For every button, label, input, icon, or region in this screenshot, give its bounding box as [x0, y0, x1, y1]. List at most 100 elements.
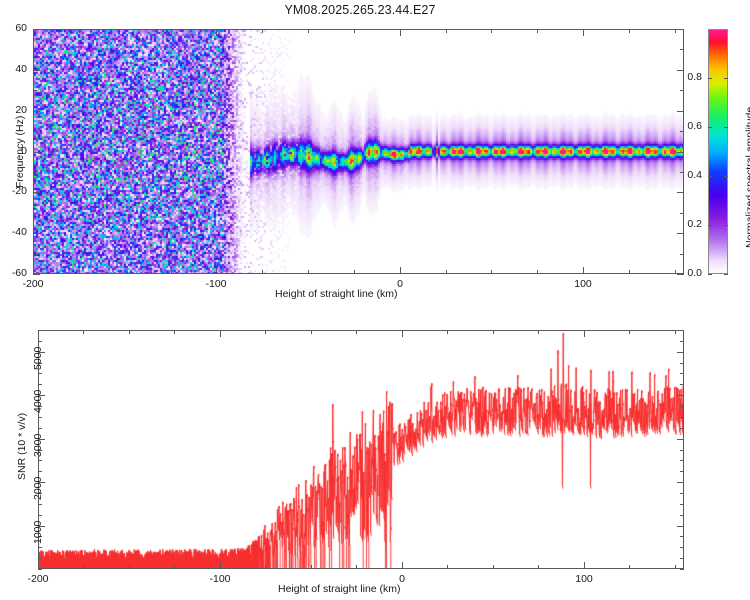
axis-tick	[33, 213, 37, 214]
axis-tick	[262, 29, 263, 33]
axis-tick-label: -40	[11, 226, 27, 238]
axis-tick	[38, 493, 42, 494]
axis-tick	[38, 482, 45, 483]
axis-tick-label: 2000	[32, 476, 44, 500]
axis-tick	[680, 569, 684, 570]
axis-tick	[83, 330, 84, 334]
axis-tick	[265, 565, 266, 569]
snr-panel	[38, 330, 684, 569]
axis-tick	[33, 29, 40, 30]
snr-trace-line	[39, 331, 683, 568]
axis-tick	[308, 270, 309, 274]
axis-tick	[677, 29, 684, 30]
axis-tick	[38, 373, 42, 374]
axis-tick	[356, 330, 357, 334]
axis-tick	[311, 330, 312, 334]
axis-tick	[33, 233, 40, 234]
axis-tick	[680, 493, 684, 494]
axis-tick	[33, 90, 37, 91]
axis-tick	[38, 569, 42, 570]
axis-tick	[680, 384, 684, 385]
axis-tick	[129, 330, 130, 334]
axis-tick-label: -200	[27, 573, 49, 585]
axis-tick	[537, 29, 538, 33]
axis-tick	[675, 565, 676, 569]
axis-tick-label: -100	[209, 573, 231, 585]
axis-tick	[174, 565, 175, 569]
axis-tick	[38, 450, 42, 451]
axis-tick	[171, 29, 172, 33]
axis-tick	[311, 565, 312, 569]
colorbar-gradient	[709, 30, 727, 273]
axis-tick	[677, 274, 684, 275]
axis-tick	[680, 417, 684, 418]
axis-tick	[33, 172, 37, 173]
axis-tick	[677, 439, 684, 440]
axis-tick	[79, 270, 80, 274]
axis-tick-label: 60	[15, 22, 27, 34]
axis-tick	[354, 270, 355, 274]
axis-tick	[583, 29, 584, 36]
axis-tick	[680, 547, 684, 548]
axis-tick	[38, 558, 42, 559]
axis-tick-label: -20	[11, 185, 27, 197]
axis-tick-label: 0.8	[687, 71, 702, 83]
axis-tick	[708, 225, 712, 226]
axis-tick	[677, 352, 684, 353]
spectrogram-y-axis-label: Frequency (Hz)	[14, 115, 26, 188]
axis-tick	[262, 270, 263, 274]
spectrogram-x-axis-label: Height of straight line (km)	[275, 288, 398, 300]
axis-tick	[493, 330, 494, 334]
axis-tick	[33, 274, 40, 275]
axis-tick	[38, 547, 42, 548]
axis-tick	[677, 192, 684, 193]
axis-tick-label: -100	[205, 278, 227, 290]
axis-tick	[38, 341, 42, 342]
axis-tick	[537, 270, 538, 274]
axis-tick-label: -200	[22, 278, 44, 290]
axis-tick	[33, 267, 34, 274]
axis-tick	[677, 111, 684, 112]
axis-tick	[629, 270, 630, 274]
axis-tick	[38, 352, 45, 353]
axis-tick	[83, 565, 84, 569]
axis-tick	[680, 471, 684, 472]
axis-tick	[38, 417, 42, 418]
axis-tick	[38, 330, 39, 337]
axis-tick-label: 40	[15, 63, 27, 75]
axis-tick	[174, 330, 175, 334]
snr-x-axis-label: Height of straight line (km)	[278, 583, 401, 595]
spectrogram-panel	[33, 29, 684, 274]
axis-tick-label: 0	[399, 573, 405, 585]
axis-tick-label: 100	[574, 278, 592, 290]
axis-tick	[724, 78, 728, 79]
axis-tick	[675, 29, 676, 33]
axis-tick	[220, 562, 221, 569]
axis-tick	[677, 395, 684, 396]
axis-tick	[680, 49, 684, 50]
axis-tick	[677, 233, 684, 234]
axis-tick-label: 0.4	[687, 169, 702, 181]
axis-tick	[538, 330, 539, 334]
axis-tick	[79, 29, 80, 33]
axis-tick	[38, 504, 42, 505]
axis-tick	[129, 565, 130, 569]
axis-tick	[33, 192, 40, 193]
colorbar-label: Normalized spectral amplitude	[744, 106, 750, 248]
axis-tick	[220, 330, 221, 337]
axis-tick	[125, 29, 126, 33]
axis-tick	[680, 90, 684, 91]
axis-tick	[38, 330, 42, 331]
spectrogram-image	[34, 30, 683, 273]
axis-tick	[446, 270, 447, 274]
axis-tick	[708, 78, 712, 79]
axis-tick	[680, 373, 684, 374]
axis-tick	[446, 29, 447, 33]
axis-tick	[491, 29, 492, 33]
axis-tick	[38, 515, 42, 516]
axis-tick	[216, 29, 217, 36]
axis-tick-label: 0	[397, 278, 403, 290]
axis-tick	[708, 176, 712, 177]
axis-tick	[680, 504, 684, 505]
